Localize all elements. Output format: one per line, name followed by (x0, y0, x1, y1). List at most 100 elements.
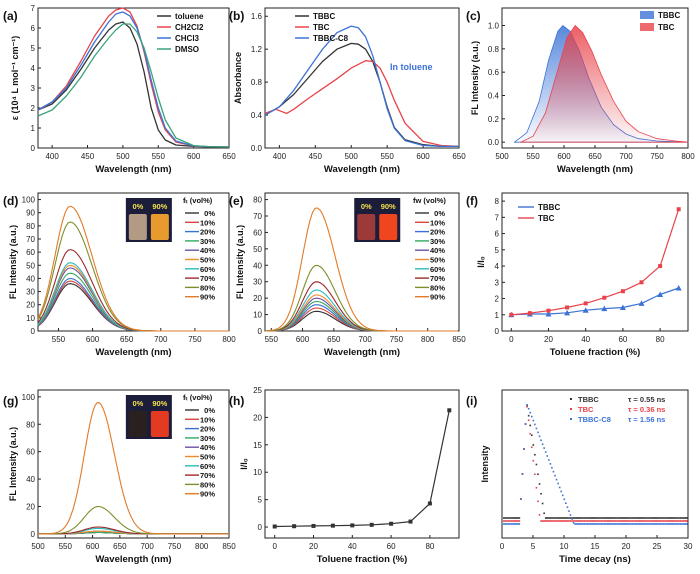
y-axis-label: Intensity (480, 445, 490, 482)
y-tick-label: 6 (31, 24, 36, 33)
x-tick-label: 650 (588, 152, 602, 161)
data-point (544, 520, 547, 522)
data-point (389, 521, 394, 526)
data-point (637, 523, 640, 525)
x-tick-label: 550 (380, 152, 394, 161)
data-point (617, 517, 620, 519)
data-point (661, 523, 663, 525)
panel-5: (f) 0 20 40 60 80 0 1 2 3 4 5 6 7 8 Toluene fraction (%… (466, 192, 689, 358)
data-point (639, 517, 642, 519)
data-point (591, 517, 594, 519)
data-point (537, 500, 539, 503)
data-point (543, 512, 545, 515)
panel-letter: (c) (466, 9, 481, 23)
data-point (513, 517, 516, 519)
x-tick-label: 850 (452, 335, 466, 344)
data-point (672, 520, 674, 522)
data-point (579, 523, 581, 525)
plot-frame (264, 389, 460, 539)
legend-label: 50% (200, 256, 215, 265)
data-point (560, 517, 563, 519)
data-point (558, 517, 561, 519)
x-tick-label: 800 (421, 335, 435, 344)
data-point (684, 517, 687, 519)
data-point (675, 523, 677, 525)
data-point (534, 473, 536, 476)
series-line-3 (264, 300, 458, 332)
data-point (647, 523, 649, 525)
legend-label: TBBC (658, 11, 680, 20)
legend-label: 30% (430, 237, 445, 246)
data-point (613, 523, 615, 525)
data-point (592, 523, 595, 525)
data-point (518, 523, 521, 525)
data-point (636, 517, 638, 519)
y-tick-label: 15 (253, 441, 262, 450)
data-point (565, 502, 567, 505)
data-point (554, 520, 556, 522)
x-tick-label: 800 (222, 335, 236, 344)
data-point (541, 502, 544, 505)
data-point (605, 517, 607, 519)
data-point (577, 523, 580, 525)
y-tick-label: 100 (22, 393, 36, 402)
vial-0 (128, 214, 147, 240)
data-point (673, 517, 676, 519)
x-tick-label: 40 (348, 542, 357, 551)
series-line-0 (264, 42, 459, 148)
data-point (549, 520, 552, 522)
legend-label: 30% (200, 237, 215, 246)
x-tick-label: 500 (495, 152, 509, 161)
data-point (507, 517, 510, 519)
series-line-1 (264, 60, 460, 148)
x-axis-label: Wavelength (nm) (324, 164, 400, 175)
y-tick-label: 40 (26, 274, 35, 283)
data-point (552, 470, 555, 473)
data-point (650, 523, 652, 525)
data-point (557, 520, 559, 522)
vial-0 (128, 411, 147, 437)
data-point (620, 517, 623, 519)
data-point (662, 523, 665, 525)
data-point (563, 498, 566, 501)
legend-label: 0% (434, 209, 445, 218)
data-point (653, 523, 656, 525)
x-axis-label: Wavelength (nm) (557, 164, 633, 175)
legend-label: DMSO (175, 45, 199, 54)
data-point (614, 520, 617, 522)
panel-letter: (g) (3, 394, 18, 408)
legend-label: 40% (200, 246, 215, 255)
x-tick-label: 0 (272, 542, 277, 551)
data-point (592, 520, 595, 522)
data-point (653, 520, 656, 522)
data-point (532, 419, 535, 422)
data-point (571, 517, 573, 519)
y-tick-label: 40 (253, 261, 262, 270)
data-point (650, 517, 652, 519)
data-point (659, 520, 662, 522)
legend-label: 40% (200, 443, 215, 452)
data-point (623, 523, 626, 525)
data-point (538, 435, 541, 438)
x-axis-label: Toluene fraction (%) (317, 554, 408, 565)
data-point (658, 523, 660, 525)
series-line-1 (37, 7, 230, 148)
legend-label: toluene (175, 12, 204, 21)
data-point (575, 520, 578, 522)
y-tick-label: 90 (26, 209, 35, 218)
data-point (619, 517, 621, 519)
data-point (658, 520, 660, 522)
data-point (599, 520, 601, 522)
data-point (633, 523, 635, 525)
legend-label: 80% (200, 283, 215, 292)
legend-label: 0% (204, 406, 215, 415)
data-point (665, 523, 668, 525)
x-tick-label: 10 (560, 542, 569, 551)
x-tick-label: 650 (452, 152, 466, 161)
data-point (546, 455, 549, 457)
x-tick-label: 80 (656, 335, 665, 344)
data-point (568, 517, 570, 519)
x-tick-label: 650 (222, 152, 236, 161)
data-point (577, 520, 580, 522)
data-point (591, 520, 594, 522)
